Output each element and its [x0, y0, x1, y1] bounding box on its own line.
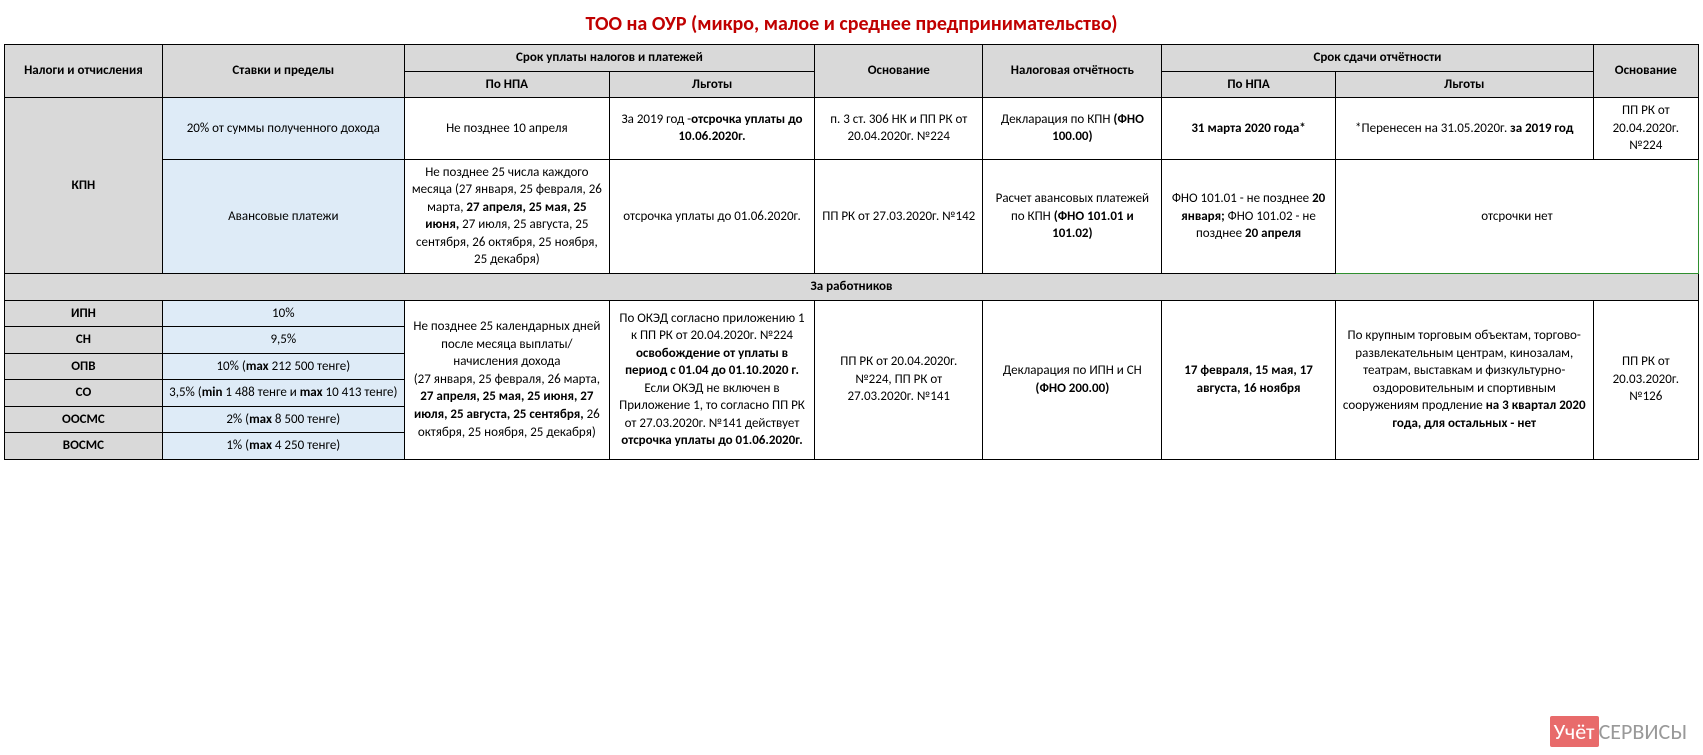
- kpn-repbasis-1: ПП РК от 20.04.2020г. №224: [1593, 98, 1698, 160]
- so-name: СО: [5, 380, 163, 407]
- header-row-1: Налоги и отчисления Ставки и пределы Сро…: [5, 45, 1699, 72]
- hdr-pay-deadline: Срок уплаты налогов и платежей: [404, 45, 814, 72]
- kpn-priv-2: отсрочка уплаты до 01.06.2020г.: [609, 159, 814, 273]
- section-workers: За работников: [5, 274, 1699, 301]
- workers-repnpa: 17 февраля, 15 мая, 17 августа, 16 ноябр…: [1162, 300, 1336, 459]
- title-row: ТОО на ОУР (микро, малое и среднее предп…: [5, 5, 1699, 45]
- row-ipn: ИПН 10% Не позднее 25 календарных дней п…: [5, 300, 1699, 327]
- kpn-rate-1: 20% от суммы полученного дохода: [162, 98, 404, 160]
- section-workers-label: За работников: [5, 274, 1699, 301]
- hdr-rates: Ставки и пределы: [162, 45, 404, 98]
- hdr-basis: Основание: [815, 45, 983, 98]
- hdr-tax-report: Налоговая отчётность: [983, 45, 1162, 98]
- opv-rate: 10% (max 212 500 тенге): [162, 353, 404, 380]
- workers-reppriv: По крупным торговым объектам, торгово-ра…: [1335, 300, 1593, 459]
- hdr-taxes: Налоги и отчисления: [5, 45, 163, 98]
- workers-priv: По ОКЭД согласно приложению 1 к ПП РК от…: [609, 300, 814, 459]
- workers-report: Декларация по ИПН и СН (ФНО 200.00): [983, 300, 1162, 459]
- kpn-report-2: Расчет авансовых платежей по КПН (ФНО 10…: [983, 159, 1162, 273]
- hdr-npa-1: По НПА: [404, 71, 609, 98]
- hdr-npa-2: По НПА: [1162, 71, 1336, 98]
- workers-basis: ПП РК от 20.04.2020г. №224, ПП РК от 27.…: [815, 300, 983, 459]
- hdr-priv-2: Льготы: [1335, 71, 1593, 98]
- kpn-npa-2: Не позднее 25 числа каждого месяца (27 я…: [404, 159, 609, 273]
- kpn-row-1: КПН 20% от суммы полученного дохода Не п…: [5, 98, 1699, 160]
- ipn-name: ИПН: [5, 300, 163, 327]
- vosms-name: ВОСМС: [5, 433, 163, 460]
- sn-name: СН: [5, 327, 163, 354]
- kpn-reppriv-1: *Перенесен на 31.05.2020г. за 2019 год: [1335, 98, 1593, 160]
- watermark: УчётСЕРВИСЫ: [1550, 718, 1687, 745]
- kpn-rate-2: Авансовые платежи: [162, 159, 404, 273]
- kpn-repnpa-2: ФНО 101.01 - не позднее 20 января; ФНО 1…: [1162, 159, 1336, 273]
- kpn-basis-2: ПП РК от 27.03.2020г. №142: [815, 159, 983, 273]
- hdr-priv-1: Льготы: [609, 71, 814, 98]
- kpn-npa-1: Не позднее 10 апреля: [404, 98, 609, 160]
- opv-name: ОПВ: [5, 353, 163, 380]
- vosms-rate: 1% (max 4 250 тенге): [162, 433, 404, 460]
- kpn-report-1: Декларация по КПН (ФНО 100.00): [983, 98, 1162, 160]
- page-title: ТОО на ОУР (микро, малое и среднее предп…: [5, 5, 1699, 45]
- kpn-reppriv-2: отсрочки нет: [1335, 159, 1698, 273]
- kpn-repnpa-1: 31 марта 2020 года*: [1162, 98, 1336, 160]
- sn-rate: 9,5%: [162, 327, 404, 354]
- ipn-rate: 10%: [162, 300, 404, 327]
- tax-table: ТОО на ОУР (микро, малое и среднее предп…: [4, 4, 1699, 460]
- hdr-report-deadline: Срок сдачи отчётности: [1162, 45, 1593, 72]
- hdr-basis-2: Основание: [1593, 45, 1698, 98]
- so-rate: 3,5% (min 1 488 тенге и max 10 413 тенге…: [162, 380, 404, 407]
- workers-repbasis: ПП РК от 20.03.2020г. №126: [1593, 300, 1698, 459]
- kpn-name: КПН: [5, 98, 163, 274]
- kpn-priv-1: За 2019 год -отсрочка уплаты до 10.06.20…: [609, 98, 814, 160]
- kpn-row-2: Авансовые платежи Не позднее 25 числа ка…: [5, 159, 1699, 273]
- kpn-basis-1: п. 3 ст. 306 НК и ПП РК от 20.04.2020г. …: [815, 98, 983, 160]
- workers-npa: Не позднее 25 календарных дней после мес…: [404, 300, 609, 459]
- oosms-name: ООСМС: [5, 406, 163, 433]
- oosms-rate: 2% (max 8 500 тенге): [162, 406, 404, 433]
